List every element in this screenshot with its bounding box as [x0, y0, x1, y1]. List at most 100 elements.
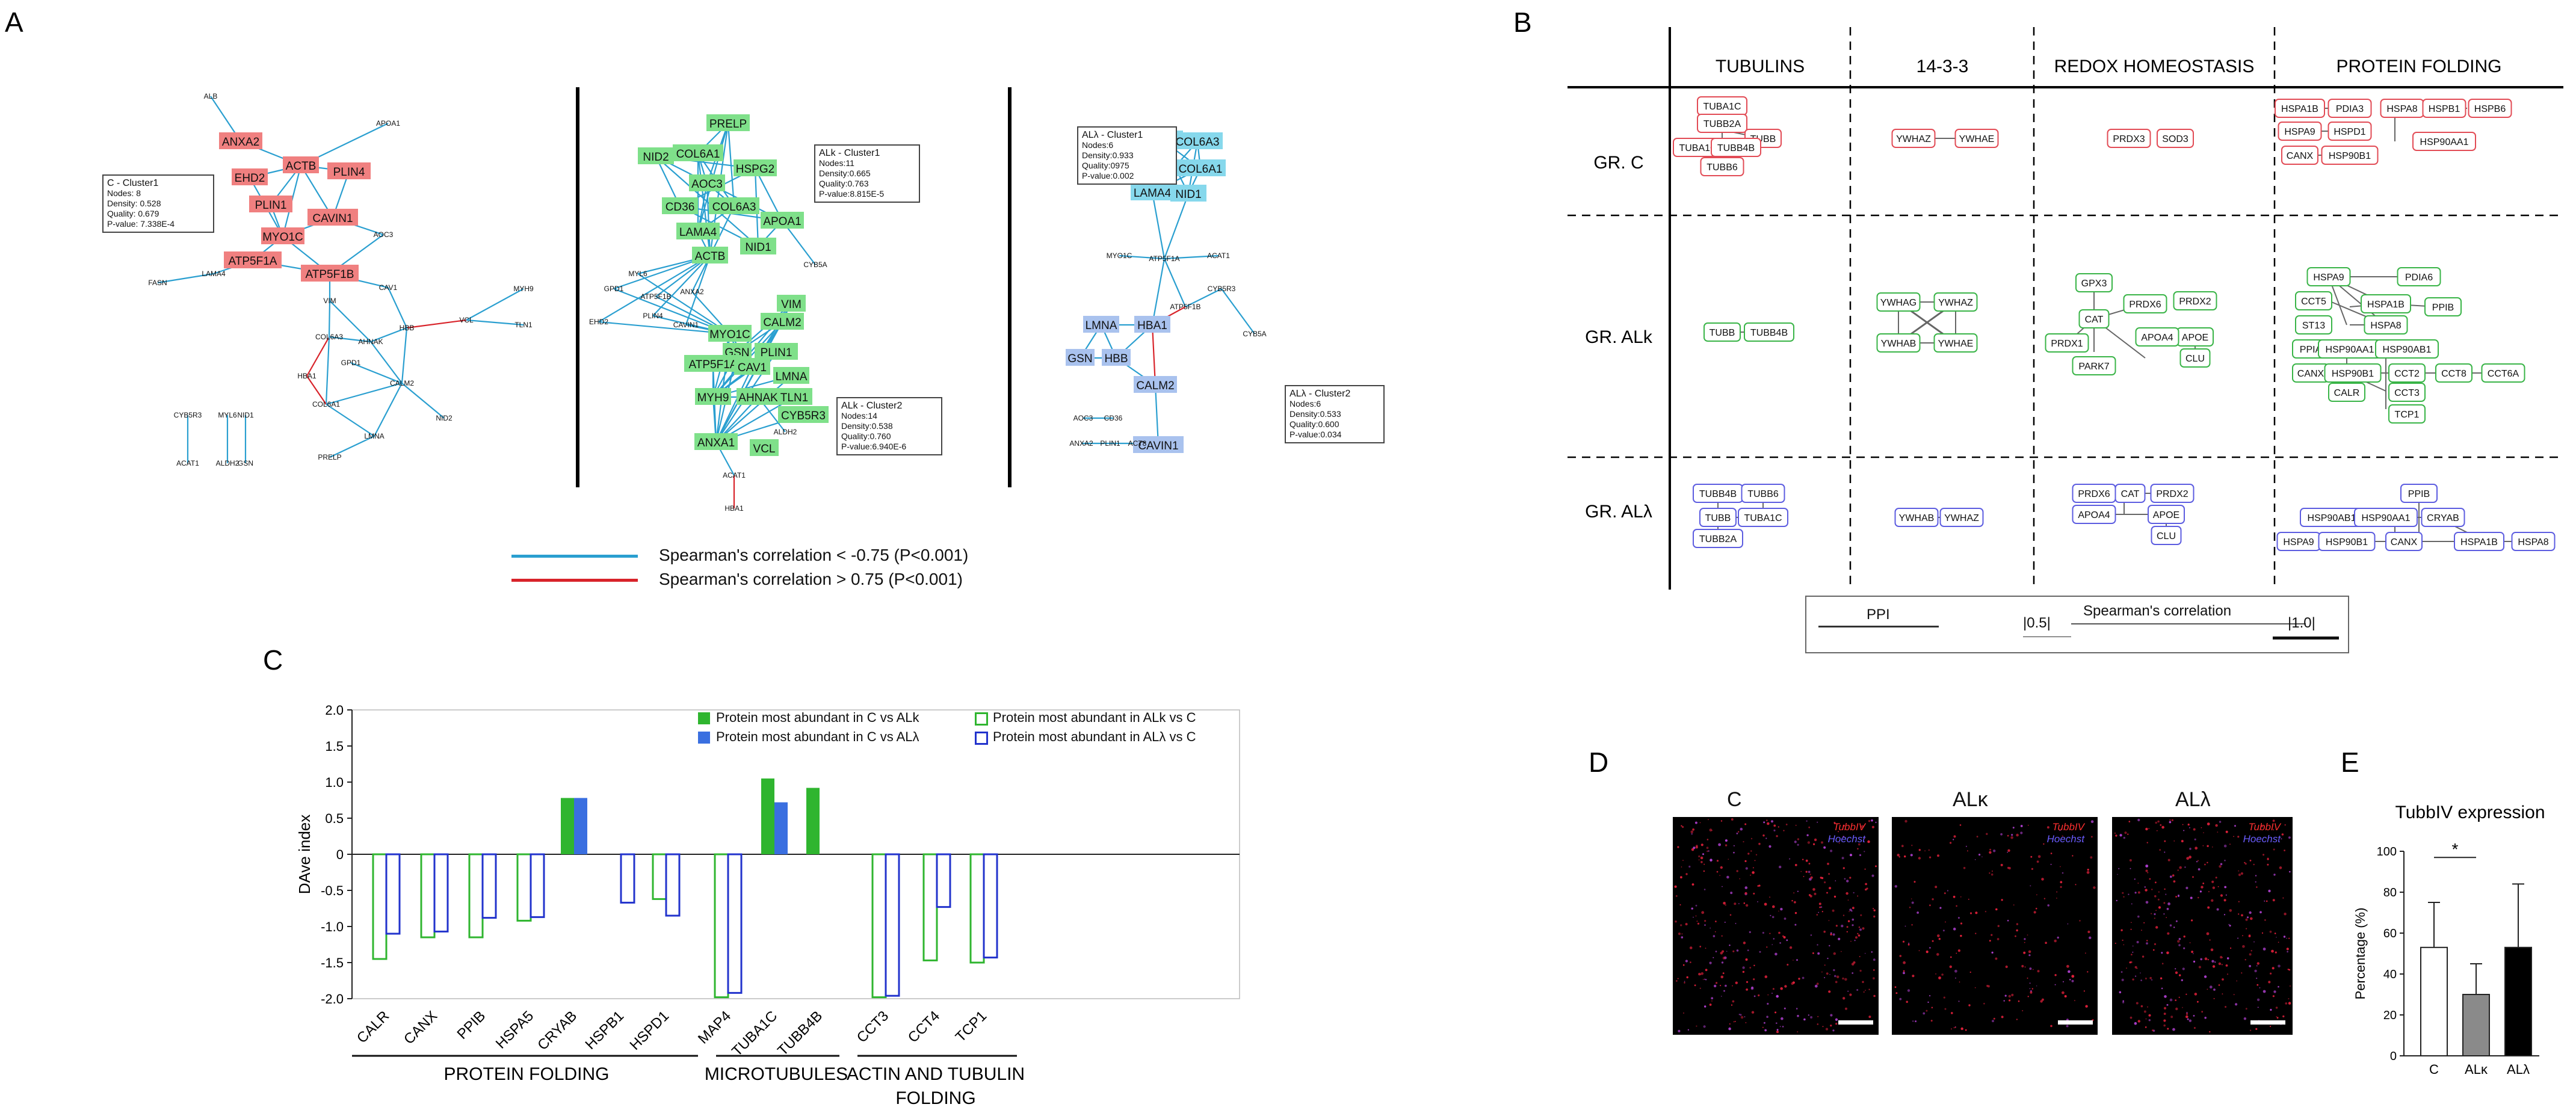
cluster-info-line: P-value:8.815E-5: [819, 189, 885, 199]
protein-node: [2318, 532, 2376, 551]
network-node-label: AHNAK: [358, 338, 383, 346]
fluorescence-speckle: [2123, 836, 2125, 839]
scale-bar: [2250, 1020, 2285, 1025]
fluorescence-speckle: [2040, 1000, 2043, 1003]
cluster-info-alk2: ALk - Cluster2 Nodes:14 Density:0.538 Qu…: [836, 397, 942, 455]
stain-label-tubbiv: TubbIV: [2052, 821, 2085, 833]
fluorescence-speckle: [1841, 925, 1844, 928]
fluorescence-speckle: [1993, 849, 1996, 852]
fluorescence-speckle: [1773, 824, 1776, 827]
fluorescence-speckle: [2288, 1002, 2291, 1005]
fluorescence-speckle: [2140, 1005, 2143, 1008]
fluorescence-speckle: [2118, 868, 2120, 869]
fluorescence-speckle: [1789, 858, 1791, 860]
network-edge: [1221, 288, 1255, 334]
fluorescence-speckle: [1783, 830, 1785, 831]
fluorescence-speckle: [1873, 909, 1876, 911]
fluorescence-speckle: [1774, 1011, 1777, 1014]
fluorescence-speckle: [1860, 914, 1862, 916]
x-tick-label: TUBA1C: [729, 1008, 780, 1059]
fluorescence-speckle: [2119, 834, 2122, 837]
fluorescence-speckle: [2179, 974, 2181, 976]
fluorescence-speckle: [1696, 1025, 1697, 1027]
fluorescence-speckle: [1716, 982, 1718, 984]
fluorescence-speckle: [2198, 966, 2201, 969]
fluorescence-speckle: [1707, 850, 1708, 852]
fluorescence-speckle: [2012, 827, 2015, 829]
network-node-label: LAMA4: [679, 226, 717, 239]
fluorescence-speckle: [2281, 838, 2282, 840]
fluorescence-speckle: [2270, 1025, 2272, 1028]
network-node-box: [708, 325, 752, 342]
network-node-box: [1131, 183, 1174, 200]
group-label-actin: ACTIN AND TUBULIN: [847, 1064, 1025, 1084]
fluorescence-speckle: [2151, 913, 2152, 914]
fluorescence-speckle: [2160, 977, 2163, 979]
fluorescence-speckle: [1989, 848, 1992, 851]
fluorescence-speckle: [2204, 1017, 2207, 1019]
fluorescence-speckle: [1808, 863, 1811, 865]
fluorescence-speckle: [2186, 1011, 2188, 1014]
fluorescence-speckle: [1997, 938, 2000, 940]
dave-bar: [936, 853, 951, 908]
fluorescence-speckle: [1772, 905, 1775, 908]
fluorescence-speckle: [1836, 975, 1839, 979]
network-edge: [1185, 288, 1222, 307]
fluorescence-speckle: [2229, 843, 2231, 845]
y-tick-label: -1.0: [321, 919, 344, 934]
fluorescence-speckle: [2041, 878, 2044, 881]
network-node-label: HBA1: [297, 372, 317, 380]
fluorescence-speckle: [1710, 859, 1713, 862]
fluorescence-speckle: [1828, 873, 1830, 875]
protein-node-label: PPIB: [2432, 303, 2454, 313]
network-node-box: [761, 212, 804, 229]
fluorescence-speckle: [2130, 868, 2131, 869]
protein-node-label: YWHAB: [1881, 339, 1917, 349]
protein-node: [2295, 315, 2332, 334]
fluorescence-speckle: [2288, 969, 2291, 971]
fluorescence-speckle: [1823, 846, 1826, 849]
fluorescence-speckle: [1767, 994, 1769, 996]
network-edge: [466, 319, 524, 326]
fluorescence-speckle: [1682, 964, 1685, 966]
fluorescence-speckle: [1691, 848, 1694, 851]
x-tick-label: HSPA5: [493, 1008, 537, 1052]
fluorescence-speckle: [2281, 833, 2284, 836]
fluorescence-speckle: [1969, 971, 1971, 973]
fluorescence-speckle: [1797, 1031, 1799, 1033]
fluorescence-speckle: [2204, 975, 2207, 978]
fluorescence-speckle: [2021, 964, 2024, 968]
fluorescence-speckle: [1937, 854, 1939, 857]
network-node-box: [773, 367, 809, 384]
fluorescence-speckle: [1852, 907, 1855, 910]
fluorescence-speckle: [1769, 932, 1771, 934]
fluorescence-speckle: [1858, 926, 1861, 928]
fluorescence-speckle: [1699, 822, 1701, 824]
fluorescence-speckle: [1809, 874, 1811, 875]
fluorescence-speckle: [2217, 886, 2219, 887]
fluorescence-speckle: [1721, 935, 1723, 937]
fluorescence-speckle: [1818, 902, 1821, 905]
fluorescence-speckle: [2182, 1006, 2183, 1008]
dave-bar: [433, 853, 449, 932]
fluorescence-speckle: [1875, 865, 1877, 868]
x-tick-label: CALR: [354, 1008, 392, 1046]
fluorescence-speckle: [2167, 932, 2170, 935]
fluorescence-speckle: [1776, 1029, 1779, 1031]
fluorescence-speckle: [1708, 819, 1709, 821]
fluorescence-speckle: [1743, 841, 1744, 843]
fluorescence-speckle: [1770, 820, 1774, 823]
fluorescence-speckle: [1812, 888, 1815, 891]
dave-bar: [885, 853, 900, 997]
fluorescence-speckle: [1930, 1020, 1933, 1022]
fluorescence-speckle: [1808, 826, 1811, 828]
network-node-label: VIM: [781, 298, 802, 311]
fluorescence-speckle: [2191, 951, 2193, 953]
network-node-label: CALM2: [390, 379, 414, 387]
fluorescence-speckle: [1745, 867, 1748, 870]
fluorescence-speckle: [2193, 953, 2194, 954]
network-node-box: [706, 114, 750, 131]
fluorescence-speckle: [1841, 951, 1842, 952]
fluorescence-speckle: [2175, 971, 2178, 974]
fluorescence-speckle: [1819, 906, 1821, 908]
